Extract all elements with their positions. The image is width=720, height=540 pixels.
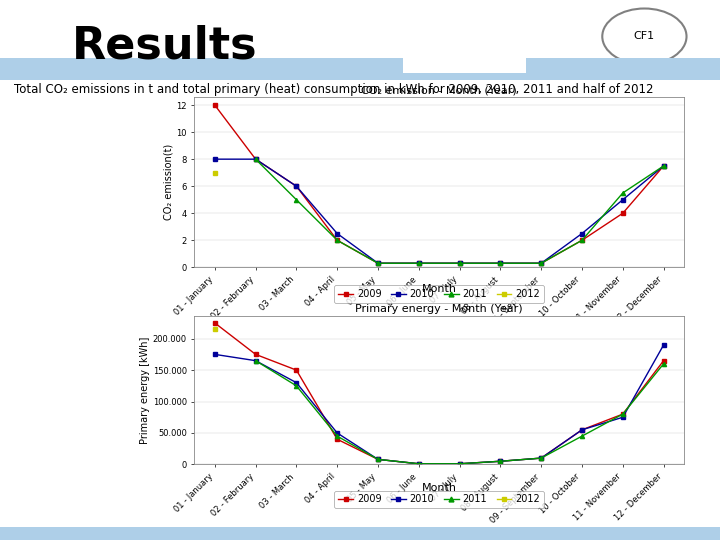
2010 [660, 342, 668, 348]
2010 [210, 351, 219, 357]
2010 [537, 455, 546, 461]
2012 [210, 326, 219, 333]
2009 [660, 357, 668, 364]
2009 [537, 260, 546, 266]
2009 [660, 163, 668, 169]
2011 [537, 455, 546, 461]
2010 [415, 461, 423, 467]
Text: Month: Month [422, 483, 456, 494]
2009 [618, 411, 627, 417]
Text: CF1: CF1 [634, 31, 655, 42]
2010 [251, 156, 260, 163]
2010 [210, 156, 219, 163]
2009 [251, 156, 260, 163]
2011 [455, 260, 464, 266]
2011 [251, 357, 260, 364]
2011 [455, 461, 464, 467]
Y-axis label: Primary energy [kWh]: Primary energy [kWh] [140, 336, 150, 444]
2009 [374, 456, 382, 463]
Line: 2011: 2011 [253, 359, 666, 466]
2012 [210, 170, 219, 176]
2009 [618, 210, 627, 217]
Text: Month: Month [422, 284, 456, 294]
2010 [455, 260, 464, 266]
Line: 2011: 2011 [253, 157, 666, 265]
2010 [374, 456, 382, 463]
2010 [292, 183, 301, 190]
2009 [210, 102, 219, 109]
2011 [660, 361, 668, 367]
2009 [292, 367, 301, 373]
2009 [292, 183, 301, 190]
2010 [618, 197, 627, 203]
2011 [251, 156, 260, 163]
2011 [292, 382, 301, 389]
2010 [496, 458, 505, 464]
2009 [537, 455, 546, 461]
2010 [496, 260, 505, 266]
Text: Total CO₂ emissions in t and total primary (heat) consumption in kWh for 2009, 2: Total CO₂ emissions in t and total prima… [14, 83, 654, 96]
2009 [455, 461, 464, 467]
2010 [333, 230, 341, 237]
2009 [415, 461, 423, 467]
Line: 2012: 2012 [212, 171, 217, 175]
Y-axis label: CO₂ emission(t): CO₂ emission(t) [163, 144, 174, 220]
2010 [292, 380, 301, 386]
Line: 2009: 2009 [212, 103, 666, 265]
2011 [537, 260, 546, 266]
2011 [374, 456, 382, 463]
2009 [496, 458, 505, 464]
2011 [618, 411, 627, 417]
Legend: 2009, 2010, 2011, 2012: 2009, 2010, 2011, 2012 [335, 491, 544, 508]
2010 [577, 427, 586, 433]
2009 [415, 260, 423, 266]
2009 [251, 351, 260, 357]
2011 [577, 433, 586, 440]
2009 [577, 237, 586, 244]
Line: 2012: 2012 [212, 327, 217, 332]
2009 [496, 260, 505, 266]
2011 [496, 458, 505, 464]
2011 [415, 260, 423, 266]
2009 [333, 237, 341, 244]
2011 [415, 461, 423, 467]
2009 [210, 320, 219, 326]
2010 [660, 163, 668, 169]
2011 [496, 260, 505, 266]
2010 [618, 414, 627, 421]
Line: 2010: 2010 [212, 157, 666, 265]
2011 [333, 237, 341, 244]
Line: 2009: 2009 [212, 321, 666, 466]
2010 [251, 357, 260, 364]
2010 [374, 260, 382, 266]
2009 [333, 436, 341, 442]
2011 [292, 197, 301, 203]
Text: Results: Results [72, 24, 258, 68]
2011 [333, 433, 341, 440]
2011 [577, 237, 586, 244]
2010 [537, 260, 546, 266]
2010 [455, 461, 464, 467]
2011 [374, 260, 382, 266]
2010 [577, 230, 586, 237]
2010 [415, 260, 423, 266]
2011 [660, 163, 668, 169]
2009 [374, 260, 382, 266]
2009 [455, 260, 464, 266]
Title: CO₂ emission - Month (Year): CO₂ emission - Month (Year) [361, 85, 517, 95]
2011 [618, 190, 627, 196]
2010 [333, 430, 341, 436]
Legend: 2009, 2010, 2011, 2012: 2009, 2010, 2011, 2012 [335, 286, 544, 303]
2009 [577, 427, 586, 433]
Line: 2010: 2010 [212, 343, 666, 466]
Title: Primary energy - Month (Year): Primary energy - Month (Year) [356, 303, 523, 314]
